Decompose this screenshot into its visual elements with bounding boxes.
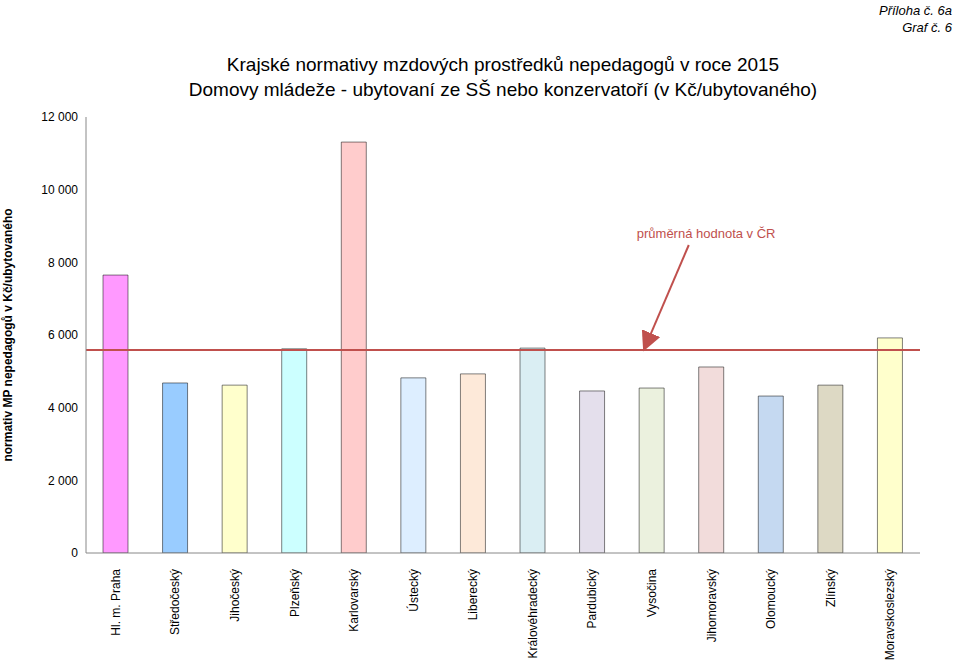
svg-text:Hl. m. Praha: Hl. m. Praha [109,569,123,636]
svg-text:normativ MP nepedagogů v Kč/ub: normativ MP nepedagogů v Kč/ubytovaného [8,208,15,461]
svg-text:4 000: 4 000 [48,401,78,415]
svg-text:průměrná hodnota v ČR: průměrná hodnota v ČR [637,226,776,241]
svg-text:Karlovarský: Karlovarský [347,569,361,632]
svg-text:6 000: 6 000 [48,328,78,342]
html-text:Domovy mládeže - ubytovaní ze: Domovy mládeže - ubytovaní ze SŠ nebo ko… [188,79,818,100]
svg-text:Jihomoravský: Jihomoravský [705,569,719,642]
svg-text:0: 0 [71,546,78,560]
svg-text:Středočeský: Středočeský [168,569,182,635]
svg-text:Plzeňský: Plzeňský [288,569,302,617]
svg-text:Vysočina: Vysočina [645,569,659,618]
html-text:Příloha č. 6a: Příloha č. 6a [879,3,952,18]
svg-text:12 000: 12 000 [41,110,78,124]
svg-text:8 000: 8 000 [48,256,78,270]
svg-text:Moravskoslezský: Moravskoslezský [883,569,897,660]
html-text:Graf č. 6: Graf č. 6 [902,20,952,35]
svg-text:Olomoucký: Olomoucký [764,569,778,629]
svg-text:10 000: 10 000 [41,183,78,197]
svg-text:2 000: 2 000 [48,474,78,488]
svg-text:Jihočeský: Jihočeský [228,569,242,622]
svg-text:Ústecký: Ústecký [406,569,421,612]
svg-text:Liberecký: Liberecký [466,569,480,620]
svg-text:Zlínský: Zlínský [824,569,838,607]
svg-text:Pardubický: Pardubický [585,569,599,628]
html-text:Krajské normativy mzdových pro: Krajské normativy mzdových prostředků ne… [226,54,780,75]
svg-text:Královéhradecký: Královéhradecký [526,569,540,658]
